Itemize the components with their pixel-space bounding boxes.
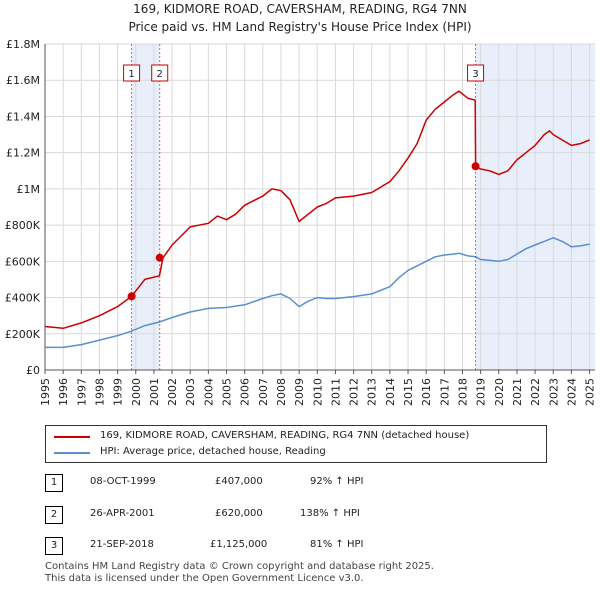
sale-number: 1 xyxy=(45,474,63,492)
sale-row: 3 21-SEP-2018 £1,125,000 81% ↑ HPI xyxy=(45,537,565,557)
y-tick-label: £200K xyxy=(5,328,41,341)
x-tick-label: 2008 xyxy=(275,378,288,406)
sale-marker-label: 3 xyxy=(472,69,478,80)
x-tick-label: 2014 xyxy=(384,378,397,406)
x-tick-label: 2009 xyxy=(293,378,306,406)
x-tick-label: 2004 xyxy=(202,378,215,406)
x-tick-label: 2010 xyxy=(311,378,324,406)
x-tick-label: 2016 xyxy=(420,378,433,406)
sale-date: 08-OCT-1999 xyxy=(90,476,156,487)
sale-point xyxy=(471,162,480,171)
x-tick-label: 1999 xyxy=(112,378,125,406)
sale-marker-box xyxy=(123,64,141,82)
x-tick-label: 2015 xyxy=(402,378,415,406)
sale-price: £407,000 xyxy=(215,476,263,487)
y-tick-label: £1.4M xyxy=(6,110,40,123)
x-tick-label: 2000 xyxy=(130,378,143,406)
y-tick-label: £1.8M xyxy=(6,38,40,51)
x-tick-label: 2001 xyxy=(148,378,161,406)
y-tick-label: £400K xyxy=(5,292,41,305)
x-tick-label: 2019 xyxy=(475,378,488,406)
x-tick-label: 1996 xyxy=(57,378,70,406)
x-tick-label: 2021 xyxy=(511,378,524,406)
x-tick-label: 2020 xyxy=(493,378,506,406)
sale-price: £620,000 xyxy=(215,508,263,519)
chart-title-line2: Price paid vs. HM Land Registry's House … xyxy=(128,20,472,34)
y-tick-label: £600K xyxy=(5,255,41,268)
sale-price: £1,125,000 xyxy=(210,539,268,550)
chart-title-line1: 169, KIDMORE ROAD, CAVERSHAM, READING, R… xyxy=(133,2,467,16)
footer-copyright: Contains HM Land Registry data © Crown c… xyxy=(45,561,434,572)
x-tick-label: 2002 xyxy=(166,378,179,406)
y-tick-label: £1.6M xyxy=(6,74,40,87)
x-tick-label: 2003 xyxy=(184,378,197,406)
x-tick-label: 1995 xyxy=(39,378,52,406)
x-tick-label: 2024 xyxy=(565,378,578,406)
sale-row: 2 26-APR-2001 £620,000 138% ↑ HPI xyxy=(45,506,565,526)
y-tick-label: £0 xyxy=(26,364,40,377)
x-tick-label: 2018 xyxy=(456,378,469,406)
legend: 169, KIDMORE ROAD, CAVERSHAM, READING, R… xyxy=(45,425,547,463)
footer-licence: This data is licensed under the Open Gov… xyxy=(45,573,364,584)
shaded-range xyxy=(131,44,160,370)
sale-number: 3 xyxy=(45,537,63,555)
y-tick-label: £800K xyxy=(5,219,41,232)
sale-point xyxy=(155,253,164,262)
hpi-line xyxy=(45,237,590,349)
sale-marker-box xyxy=(467,64,485,82)
x-tick-label: 2007 xyxy=(257,378,270,406)
x-tick-label: 2022 xyxy=(529,378,542,406)
x-tick-label: 2011 xyxy=(329,378,342,406)
y-tick-label: £1M xyxy=(17,183,41,196)
legend-swatch-hpi xyxy=(54,452,90,454)
sale-marker-label: 1 xyxy=(128,69,134,80)
x-tick-label: 2025 xyxy=(584,378,597,406)
x-tick-label: 2017 xyxy=(438,378,451,406)
x-tick-label: 2023 xyxy=(547,378,560,406)
legend-swatch-property xyxy=(54,436,90,438)
legend-label-property: 169, KIDMORE ROAD, CAVERSHAM, READING, R… xyxy=(100,430,470,441)
sale-hpi-change: 81% ↑ HPI xyxy=(310,539,364,550)
x-tick-label: 2005 xyxy=(221,378,234,406)
sale-number: 2 xyxy=(45,506,63,524)
x-tick-label: 2012 xyxy=(348,378,361,406)
sale-date: 26-APR-2001 xyxy=(90,508,155,519)
x-tick-label: 2006 xyxy=(239,378,252,406)
legend-label-hpi: HPI: Average price, detached house, Read… xyxy=(100,446,326,457)
sale-hpi-change: 138% ↑ HPI xyxy=(300,508,360,519)
price-chart: £0 £200K £400K £600K £800K £1M £1.2M £1.4M £1.6M… xyxy=(5,38,597,406)
sale-row: 1 08-OCT-1999 £407,000 92% ↑ HPI xyxy=(45,474,565,494)
sale-hpi-change: 92% ↑ HPI xyxy=(310,476,364,487)
x-tick-label: 1998 xyxy=(93,378,106,406)
sale-marker-label: 2 xyxy=(157,69,163,80)
x-tick-label: 1997 xyxy=(75,378,88,406)
y-tick-label: £1.2M xyxy=(6,147,40,160)
x-tick-label: 2013 xyxy=(366,378,379,406)
sale-marker-box xyxy=(151,64,169,82)
sale-date: 21-SEP-2018 xyxy=(90,539,154,550)
sale-point xyxy=(127,292,136,301)
property-price-line xyxy=(44,90,590,330)
